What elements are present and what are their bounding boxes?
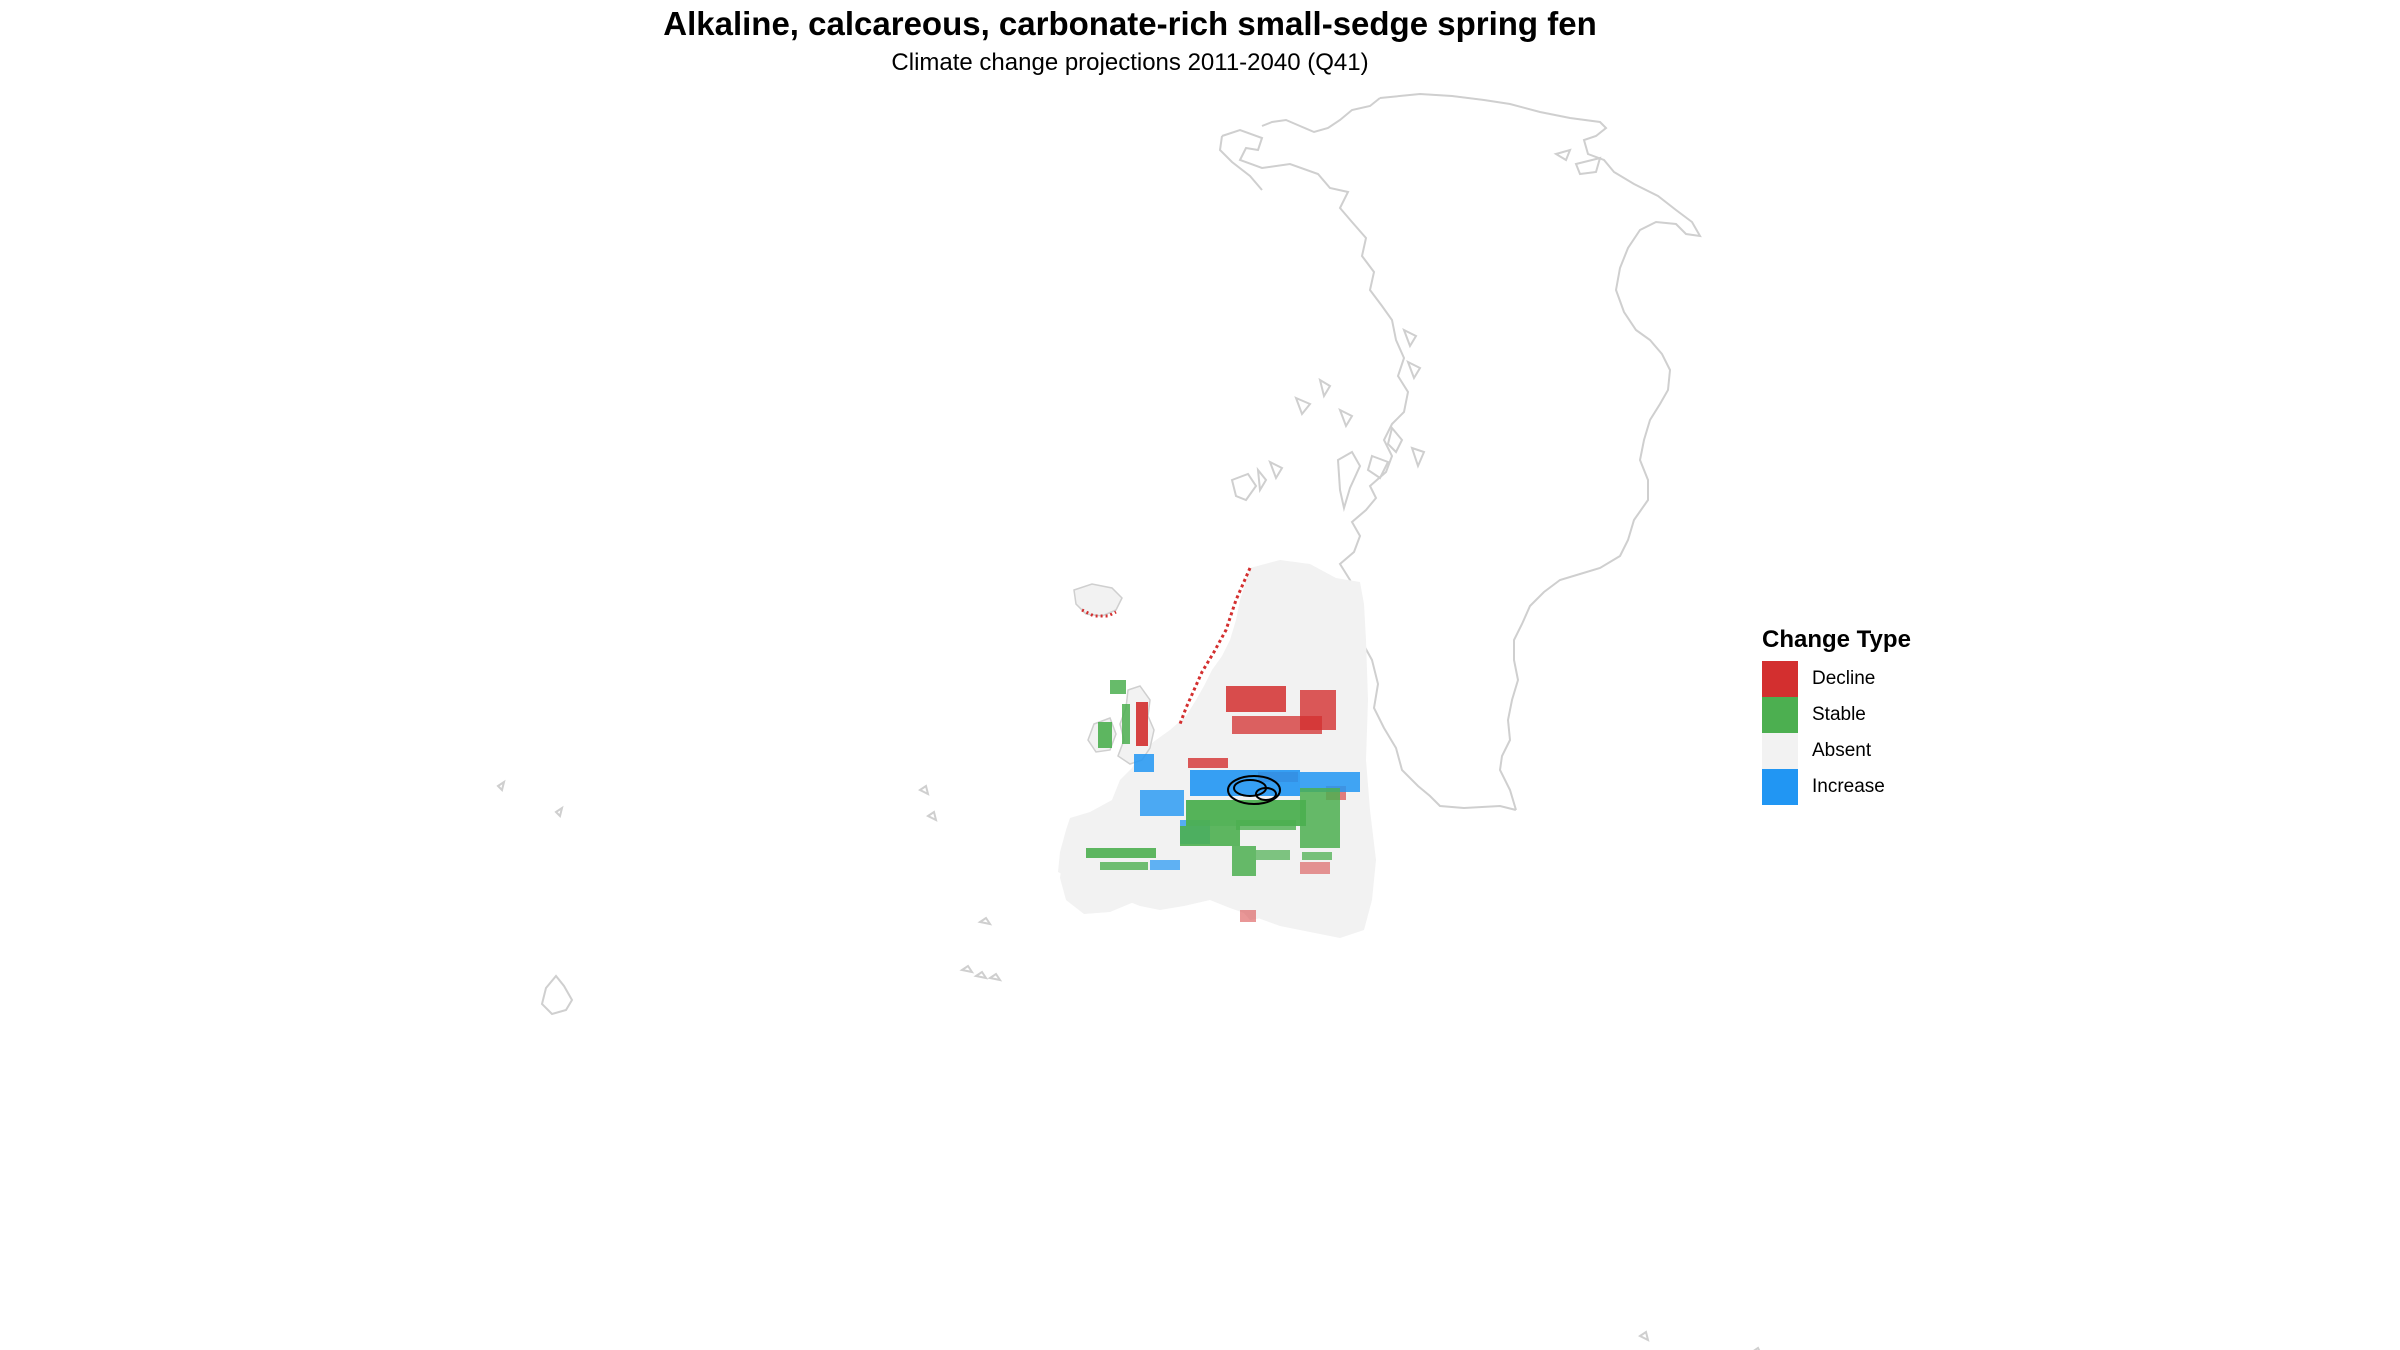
europe-landmass — [1058, 560, 1376, 938]
legend-label: Increase — [1812, 776, 1885, 797]
legend-swatch-decline — [1762, 661, 1798, 697]
arctic-island — [1336, 425, 1426, 512]
legend-swatch-stable — [1762, 697, 1798, 733]
atlantic-island — [540, 974, 574, 1016]
legend-item-decline: Decline — [1762, 661, 2002, 697]
italy — [1210, 850, 1262, 920]
legend: Change Type Decline Stable Absent Increa… — [1762, 625, 2002, 805]
map-subtitle: Climate change projections 2011-2040 (Q4… — [891, 49, 1369, 76]
legend-item-stable: Stable — [1762, 697, 2002, 733]
legend-label: Stable — [1812, 704, 1866, 725]
far-east-islet — [1638, 1330, 1761, 1350]
legend-swatch-absent — [1762, 733, 1798, 769]
iceland — [1073, 583, 1123, 617]
canary-islands — [959, 916, 1003, 982]
asia-coastline — [1218, 92, 1702, 811]
iceland-decline — [1081, 608, 1117, 618]
outlined-area — [1227, 775, 1281, 805]
atlantic-islet — [918, 784, 938, 822]
decline-regions — [1136, 686, 1346, 922]
atlantic-island — [496, 779, 564, 818]
legend-label: Absent — [1812, 740, 1872, 761]
arctic-archipelago — [1230, 148, 1602, 502]
legend-swatch-increase — [1762, 769, 1798, 805]
legend-title: Change Type — [1762, 626, 1911, 653]
map-title: Alkaline, calcareous, carbonate-rich sma… — [663, 5, 1597, 42]
scandinavia-coast — [1178, 567, 1252, 725]
legend-label: Decline — [1812, 668, 1876, 689]
legend-item-absent: Absent — [1762, 733, 2002, 769]
legend-item-increase: Increase — [1762, 769, 2002, 805]
